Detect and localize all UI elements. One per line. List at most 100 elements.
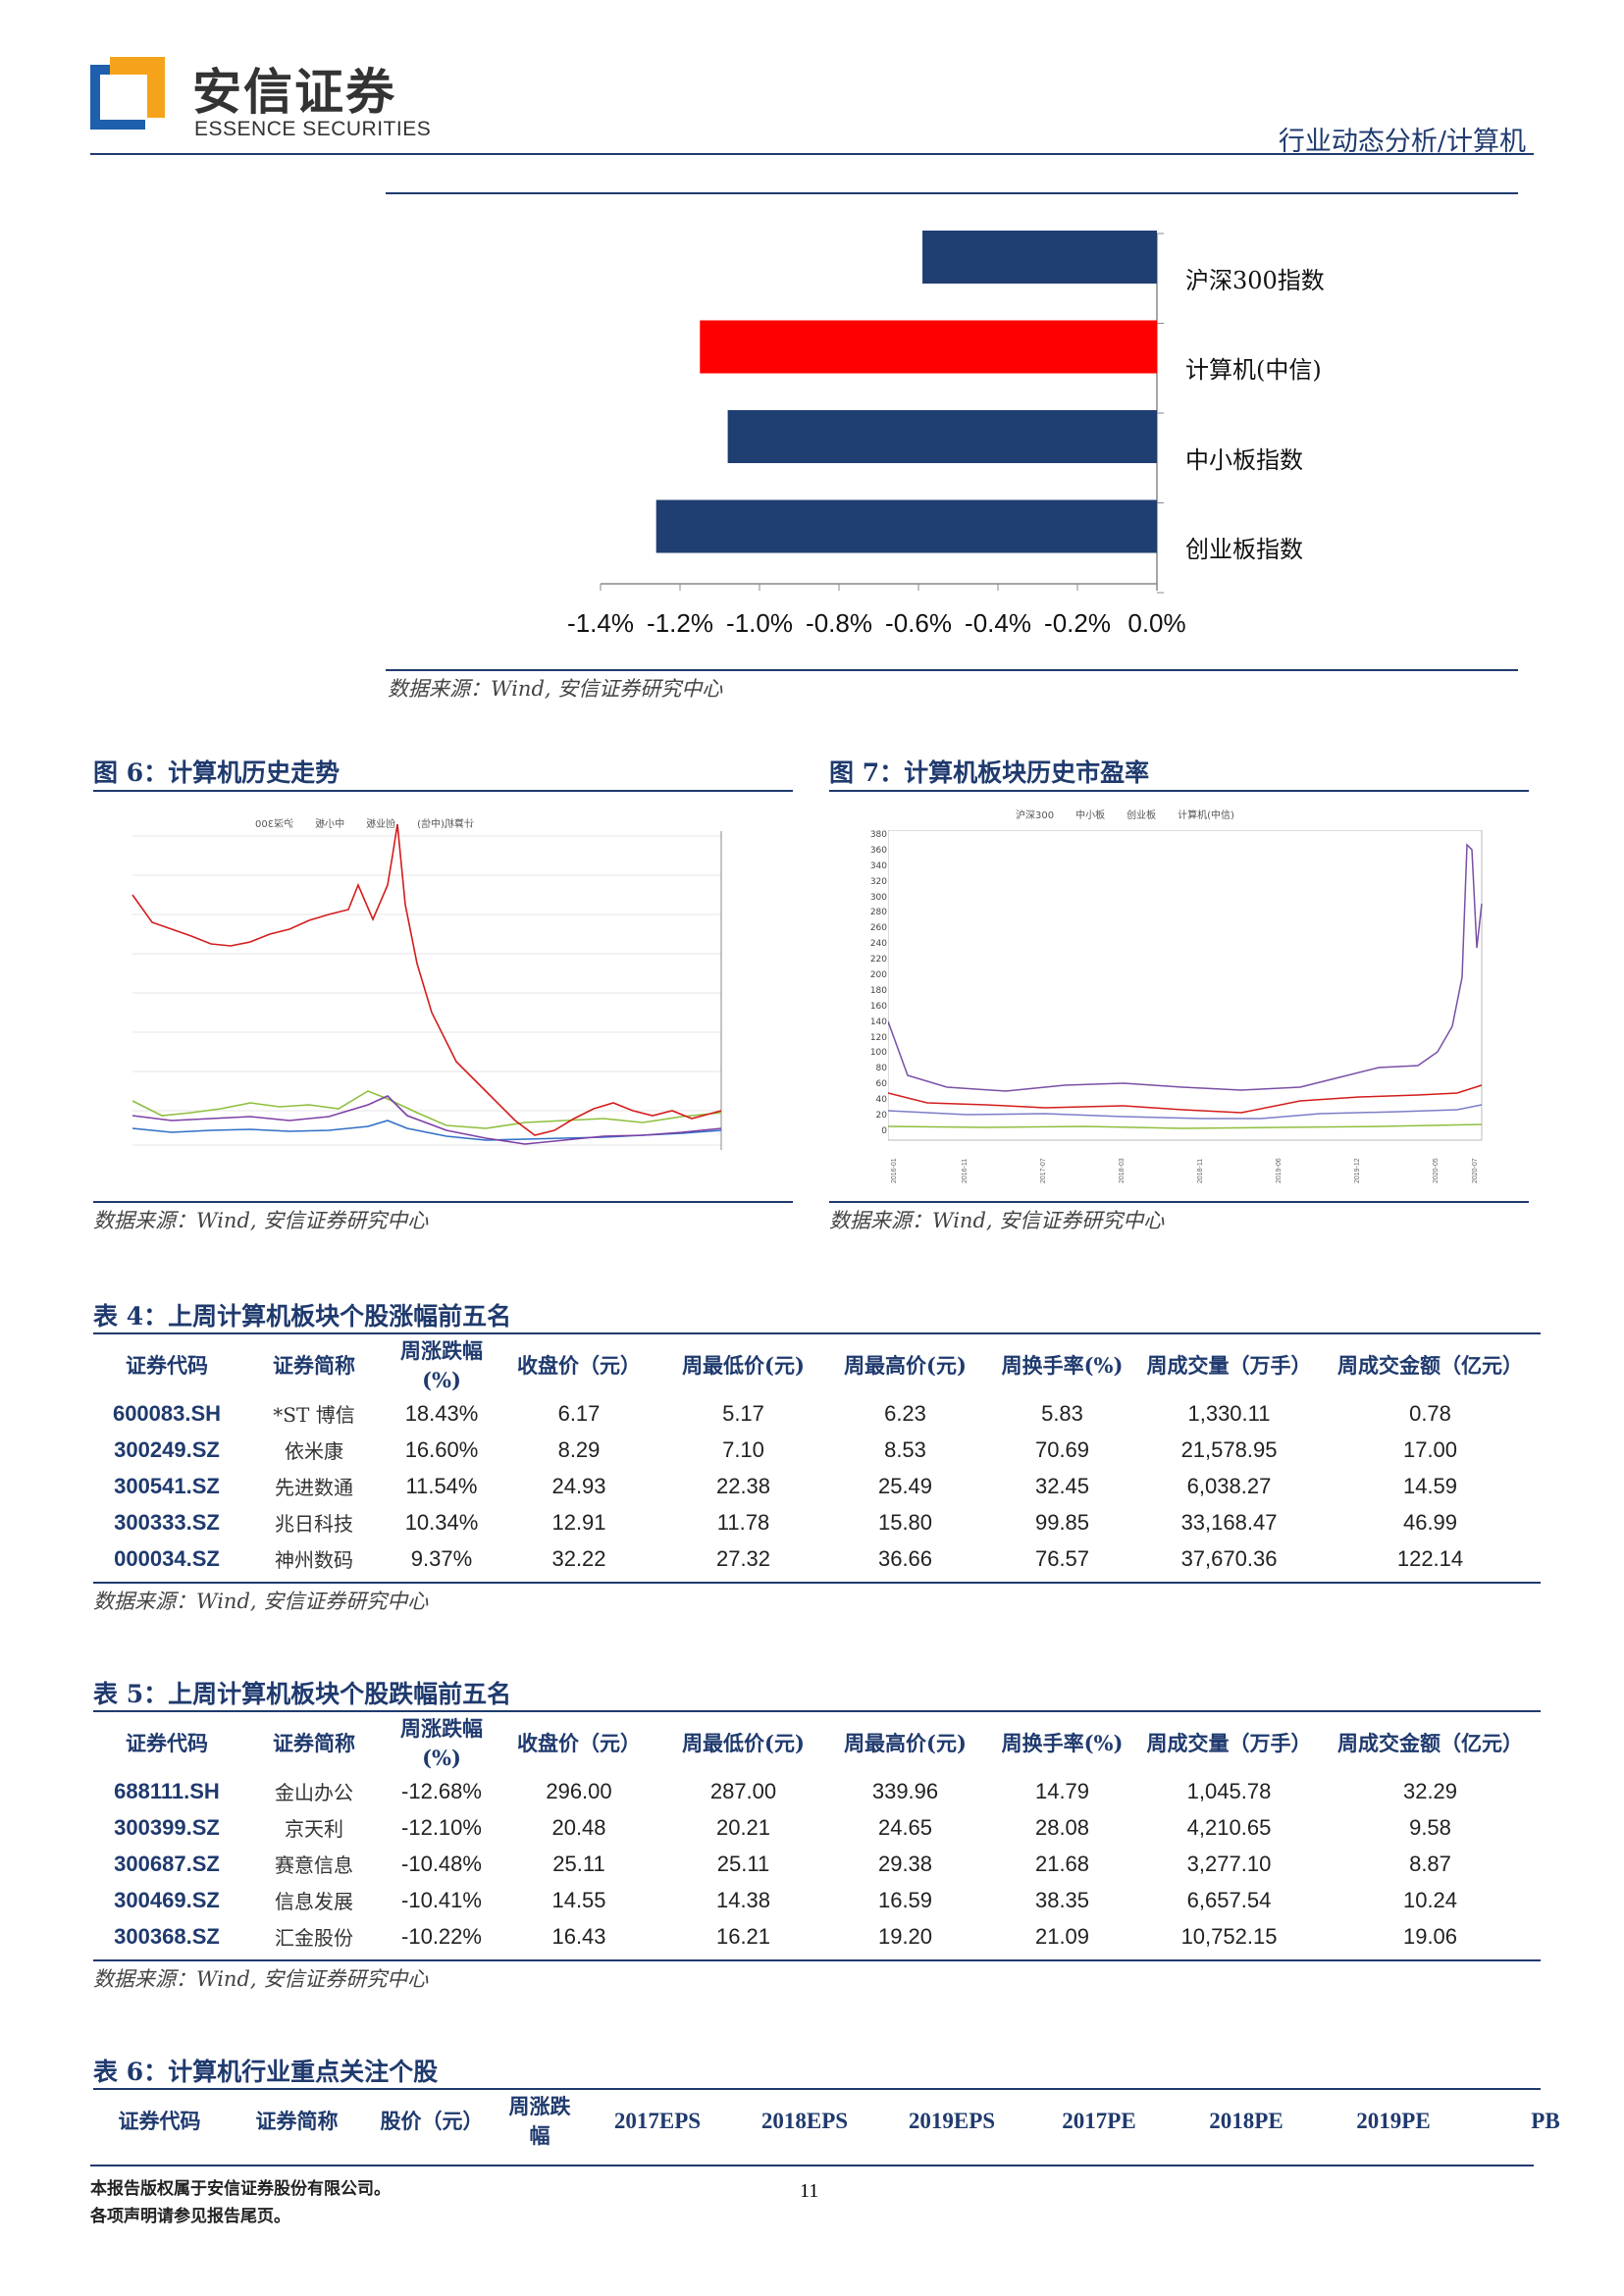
line-chart-image <box>131 823 722 1150</box>
table-header-row: 证券代码 证券简称 股价（元） 周涨跌幅 2017EPS 2018EPS 201… <box>93 2092 1624 2151</box>
column-header: 周成交量（万手） <box>1146 1731 1312 1755</box>
column-header: 2018PE <box>1209 2109 1283 2133</box>
column-header: 周最高价(元) <box>844 1353 967 1378</box>
stock-code-cell: 300687.SZ <box>114 1851 220 1876</box>
table-bottom-rule <box>93 1582 1541 1584</box>
y-tick: 380 <box>869 830 887 840</box>
table-cell: 6.17 <box>557 1400 601 1426</box>
x-tick-label: -0.2% <box>1044 608 1111 638</box>
svg-text:2016-01: 2016-01 <box>891 1158 898 1183</box>
table-cell: 21.09 <box>1034 1923 1090 1949</box>
stock-name-cell: 京天利 <box>285 1817 343 1841</box>
table-cell: 25.11 <box>716 1851 770 1876</box>
report-type: 行业动态分析/计算机 <box>1278 127 1526 157</box>
y-tick: 260 <box>869 923 887 934</box>
footer-rule <box>90 2165 1534 2166</box>
table-cell: 28.08 <box>1034 1814 1090 1840</box>
table-bottom-rule <box>93 1959 1541 1961</box>
table-top-rule <box>93 1332 1541 1334</box>
column-header: 周成交金额（亿元） <box>1337 1353 1523 1378</box>
table-cell: 14.55 <box>551 1887 606 1912</box>
column-header: 证券简称 <box>273 1353 355 1378</box>
legend-item: 创业板 <box>366 819 396 830</box>
table-row: 300469.SZ 信息发展 -10.41% 14.55 14.38 16.59 38.35… <box>93 1882 1541 1918</box>
figure-bottom-rule <box>829 1201 1529 1203</box>
source-note: 数据来源：Wind, 安信证券研究中心 <box>93 1967 429 1991</box>
disclaimer-line: 各项声明请参见报告尾页。 <box>90 2207 290 2226</box>
svg-text:2019-06: 2019-06 <box>1276 1158 1283 1183</box>
x-tick-label: 0.0% <box>1127 608 1186 638</box>
y-tick: 100 <box>869 1048 887 1059</box>
table-cell: 4,210.65 <box>1186 1814 1272 1840</box>
table-cell: 46.99 <box>1402 1509 1458 1535</box>
y-tick: 200 <box>869 970 887 981</box>
table-cell: 22.38 <box>715 1473 771 1498</box>
table-row: 300368.SZ 汇金股份 -10.22% 16.43 16.21 19.20 21.09… <box>93 1918 1541 1955</box>
y-tick: 180 <box>869 985 887 996</box>
table-cell: 36.66 <box>877 1545 933 1571</box>
figure-6-legend: 计算机(中信) 创业板 中小板 沪深300 <box>255 815 474 830</box>
y-tick: 60 <box>875 1079 887 1090</box>
y-tick: 140 <box>869 1017 887 1027</box>
stock-name-cell: 兆日科技 <box>275 1512 353 1536</box>
stock-name-cell: 信息发展 <box>275 1890 353 1913</box>
bar-label: 创业板指数 <box>1185 536 1303 563</box>
table-top-rule <box>93 1710 1541 1712</box>
column-header: 周最低价(元) <box>682 1353 805 1378</box>
copyright-line: 本报告版权属于安信证券股份有限公司。 <box>90 2179 391 2199</box>
table-row: 688111.SH 金山办公 -12.68% 296.00 287.00 339.96 14… <box>93 1773 1541 1809</box>
stock-name-cell: 金山办公 <box>275 1781 353 1804</box>
table-cell: -10.48% <box>401 1851 482 1876</box>
table-cell: 5.17 <box>722 1400 764 1426</box>
figure-bottom-rule <box>93 1201 793 1203</box>
y-tick: 0 <box>881 1125 887 1136</box>
svg-text:2020-07: 2020-07 <box>1472 1158 1479 1183</box>
table-cell: 10,752.15 <box>1180 1923 1278 1949</box>
column-header: 周涨跌幅 <box>508 2094 571 2148</box>
column-header: 周成交量（万手） <box>1146 1353 1312 1378</box>
table-cell: 11.78 <box>716 1509 770 1535</box>
x-tick-label: -1.4% <box>567 608 634 638</box>
table-cell: 9.58 <box>1409 1814 1451 1840</box>
column-header: 证券简称 <box>273 1731 355 1755</box>
stock-code-cell: 300399.SZ <box>114 1814 220 1840</box>
stock-code-cell: 600083.SH <box>112 1400 222 1426</box>
table-cell: 16.21 <box>715 1923 771 1949</box>
y-tick: 320 <box>869 876 887 887</box>
top-losers-table: 证券代码 证券简称 周涨跌幅(%) 收盘价（元） 周最低价(元) 周最高价(元)… <box>93 1714 1541 1955</box>
table-title: 表 4：上周计算机板块个股涨幅前五名 <box>93 1302 512 1331</box>
table-row: 600083.SH *ST 博信 18.43% 6.17 5.17 6.23 5.83 1,3… <box>93 1395 1541 1432</box>
table-cell: 287.00 <box>709 1778 777 1803</box>
table-cell: 8.87 <box>1409 1851 1451 1876</box>
legend-item: 沪深300 <box>1016 810 1055 821</box>
bar-label: 沪深300指数 <box>1185 267 1325 294</box>
svg-text:2018-03: 2018-03 <box>1119 1158 1126 1183</box>
table-cell: 1,330.11 <box>1187 1400 1271 1426</box>
line-chart-image: 2016-01 2016-11 2017-07 2018-03 2018-11 … <box>887 829 1483 1183</box>
table-cell: 1,045.78 <box>1186 1778 1272 1803</box>
stock-code-cell: 300249.SZ <box>114 1436 220 1462</box>
legend-item: 中小板 <box>1075 810 1106 821</box>
source-note: 数据来源：Wind, 安信证券研究中心 <box>93 1209 429 1232</box>
table-cell: 14.59 <box>1402 1473 1458 1498</box>
bar <box>700 320 1157 374</box>
y-tick: 120 <box>869 1032 887 1043</box>
table-cell: 20.48 <box>551 1814 606 1840</box>
stock-code-cell: 300333.SZ <box>114 1509 220 1535</box>
table-cell: 19.20 <box>877 1923 933 1949</box>
figure-title-rule <box>93 790 793 792</box>
company-logo <box>90 57 165 137</box>
column-header: 证券代码 <box>118 2109 201 2133</box>
source-note: 数据来源：Wind, 安信证券研究中心 <box>93 1590 429 1613</box>
table-cell: 14.38 <box>715 1887 771 1912</box>
column-header: 周成交金额（亿元） <box>1337 1731 1523 1755</box>
y-tick: 160 <box>869 1001 887 1012</box>
table-cell: 339.96 <box>871 1778 939 1803</box>
table-cell: 25.49 <box>877 1473 933 1498</box>
table-row: 300541.SZ 先进数通 11.54% 24.93 22.38 25.49 32.45 6… <box>93 1468 1541 1504</box>
table-cell: 38.35 <box>1034 1887 1090 1912</box>
y-tick: 220 <box>869 955 887 965</box>
figure-title: 图 6：计算机历史走势 <box>93 758 341 787</box>
table-cell: 122.14 <box>1396 1545 1464 1571</box>
table-row: 300249.SZ 依米康 16.60% 8.29 7.10 8.53 70.69 21,57… <box>93 1432 1541 1468</box>
